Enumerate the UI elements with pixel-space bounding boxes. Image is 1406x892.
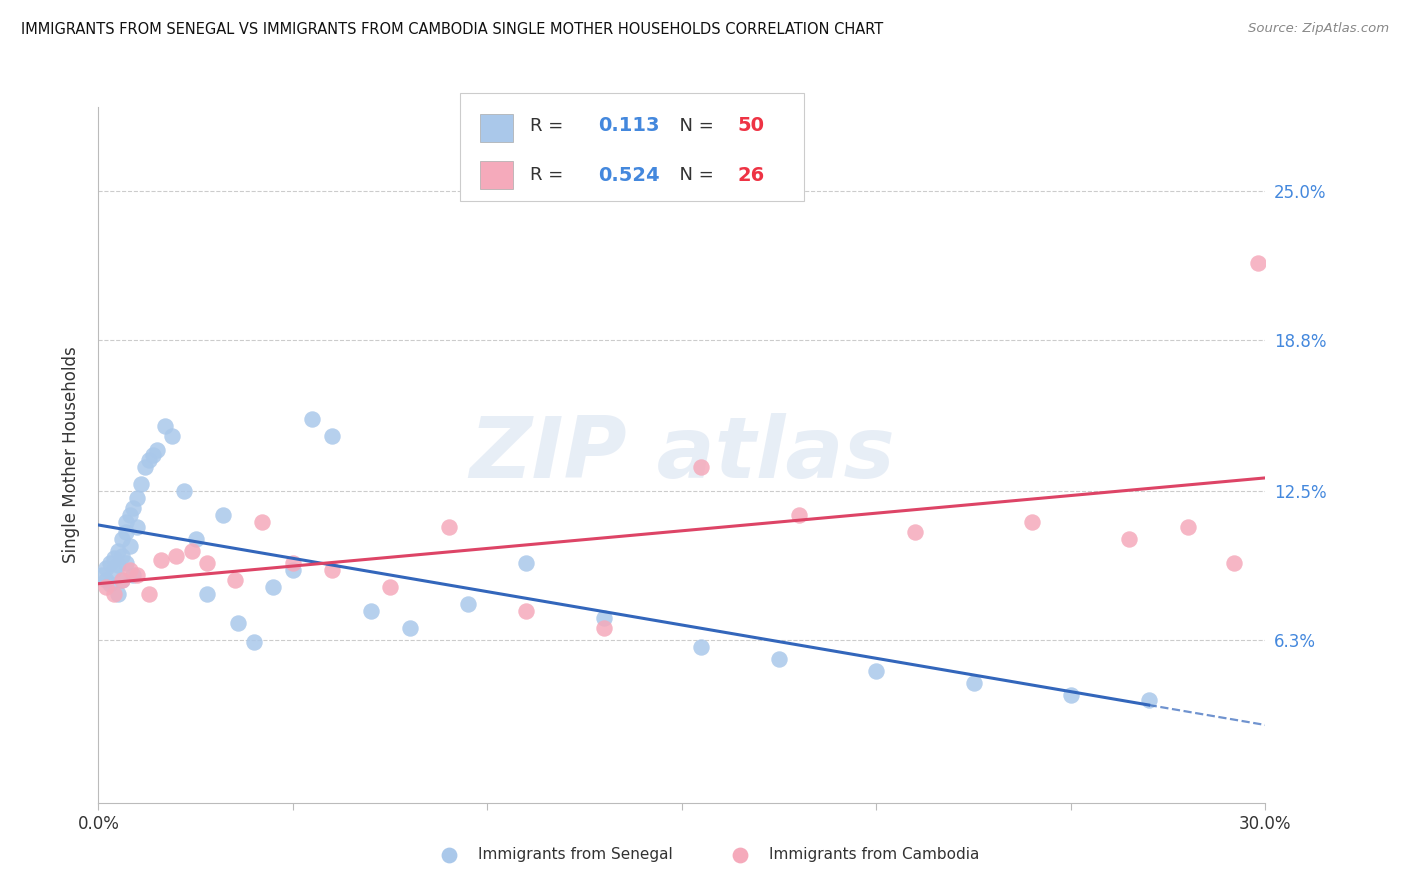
Text: Immigrants from Cambodia: Immigrants from Cambodia [769,847,980,863]
Point [103,551,125,566]
Point [962,676,984,690]
Text: 0.113: 0.113 [598,116,659,136]
Point [593,611,616,625]
FancyBboxPatch shape [479,114,513,142]
Point [98,577,121,591]
Point [173,483,195,498]
Point [96,573,118,587]
Point [107,558,129,573]
Point [281,563,304,577]
Point [96,580,118,594]
Text: IMMIGRANTS FROM SENEGAL VS IMMIGRANTS FROM CAMBODIA SINGLE MOTHER HOUSEHOLDS COR: IMMIGRANTS FROM SENEGAL VS IMMIGRANTS FR… [21,22,883,37]
Point [107,544,129,558]
Point [212,508,235,522]
Point [690,459,713,474]
Point [127,520,149,534]
Point [114,515,136,529]
Text: ZIP atlas: ZIP atlas [470,413,894,497]
Point [162,428,184,442]
Text: R =: R = [530,117,569,135]
Point [122,567,145,582]
Point [118,508,141,522]
Point [184,532,207,546]
Point [262,580,284,594]
Point [127,567,149,582]
Point [165,549,187,563]
Point [138,452,160,467]
Point [111,532,134,546]
Point [768,652,790,666]
Y-axis label: Single Mother Households: Single Mother Households [62,347,80,563]
Point [138,587,160,601]
FancyBboxPatch shape [479,161,513,189]
Point [321,428,343,442]
Point [134,459,156,474]
Point [1021,515,1043,529]
Point [122,500,145,515]
Point [515,556,537,570]
Point [301,412,323,426]
Text: 0.524: 0.524 [598,166,659,185]
Point [398,621,420,635]
Point [114,556,136,570]
Point [224,573,246,587]
Point [1177,520,1199,534]
Point [378,580,402,594]
Point [1223,556,1246,570]
Text: R =: R = [530,166,569,185]
Point [1246,256,1268,270]
Point [149,553,172,567]
Point [360,604,382,618]
Point [118,539,141,553]
Point [281,556,304,570]
Point [593,621,616,635]
Point [515,604,537,618]
Point [98,556,121,570]
FancyBboxPatch shape [460,93,804,201]
Point [107,587,129,601]
Point [1060,688,1083,702]
Point [91,567,114,582]
Text: N =: N = [668,117,720,135]
Point [865,664,887,678]
Point [111,573,134,587]
Point [195,587,218,601]
Point [180,544,202,558]
Point [690,640,713,654]
Point [457,597,479,611]
Point [111,549,134,563]
Point [250,515,273,529]
Point [127,491,149,505]
Point [118,563,141,577]
Point [787,508,810,522]
Point [111,573,134,587]
Text: N =: N = [668,166,720,185]
Point [96,560,118,574]
Point [1118,532,1140,546]
Point [146,443,169,458]
Point [142,448,165,462]
Point [114,524,136,539]
Point [103,563,125,577]
Text: 50: 50 [738,116,765,136]
Point [129,476,152,491]
Point [153,419,176,434]
Point [243,635,266,649]
Text: 26: 26 [738,166,765,185]
Point [195,556,218,570]
Text: Immigrants from Senegal: Immigrants from Senegal [478,847,672,863]
Text: Source: ZipAtlas.com: Source: ZipAtlas.com [1249,22,1389,36]
Point [1137,692,1160,706]
Point [321,563,343,577]
Point [437,520,460,534]
Point [103,587,125,601]
Point [228,615,250,630]
Point [904,524,927,539]
